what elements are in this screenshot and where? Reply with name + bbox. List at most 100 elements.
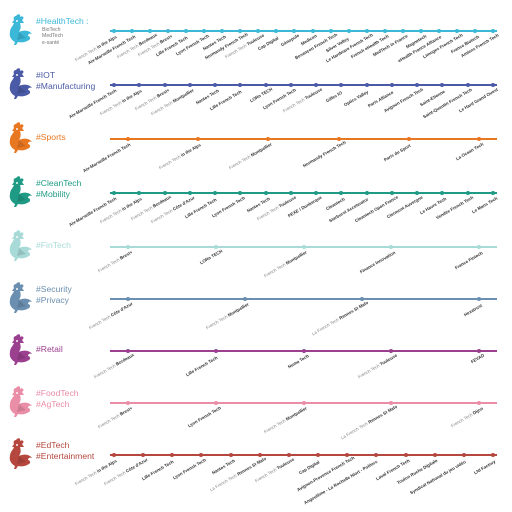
station-label-name: Nantes Tech — [210, 457, 236, 475]
network-station-dot[interactable] — [266, 137, 271, 141]
category-name: #EdTech — [36, 440, 70, 450]
network-station-dot[interactable] — [213, 191, 218, 195]
network-station-dot[interactable] — [130, 29, 135, 33]
network-station-dot[interactable] — [301, 349, 306, 353]
network-station-dot[interactable] — [137, 191, 142, 195]
network-station-dot[interactable] — [126, 349, 130, 353]
network-station-dot[interactable] — [263, 191, 268, 195]
network-station-dot[interactable] — [477, 349, 481, 353]
network-station-dot[interactable] — [454, 29, 459, 33]
network-station-dot[interactable] — [389, 349, 394, 353]
network-station-dot[interactable] — [364, 191, 369, 195]
network-station-dot[interactable] — [406, 137, 411, 141]
network-station-dot[interactable] — [196, 137, 201, 141]
network-station-dot[interactable] — [184, 29, 189, 33]
network-station-dot[interactable] — [364, 83, 369, 87]
network-station-dot[interactable] — [286, 453, 291, 457]
network-station-dot[interactable] — [256, 29, 261, 33]
network-station-dot[interactable] — [202, 29, 207, 33]
category-name: #Security — [36, 284, 72, 294]
network-station-dot[interactable] — [400, 29, 405, 33]
network-station-dot[interactable] — [263, 83, 268, 87]
network-station-dot[interactable] — [389, 245, 394, 249]
network-station-dot[interactable] — [187, 191, 192, 195]
network-station-dot[interactable] — [199, 453, 204, 457]
network-station-dot[interactable] — [162, 191, 167, 195]
network-station-dot[interactable] — [328, 29, 333, 33]
network-station-dot[interactable] — [465, 83, 470, 87]
network-station-dot[interactable] — [403, 453, 408, 457]
network-station-dot[interactable] — [436, 29, 441, 33]
network-station-dot[interactable] — [389, 83, 394, 87]
network-station-dot[interactable] — [301, 401, 306, 405]
network-station-dot[interactable] — [187, 83, 192, 87]
network-station-dot[interactable] — [228, 453, 233, 457]
network-station-dot[interactable] — [292, 29, 297, 33]
network-station-dot[interactable] — [336, 137, 341, 141]
network-station-dot[interactable] — [339, 191, 344, 195]
network-station-dot[interactable] — [477, 245, 481, 249]
network-station-dot[interactable] — [472, 29, 477, 33]
network-station-dot[interactable] — [112, 29, 116, 33]
category-title: #FoodTech #AgTech — [36, 388, 79, 410]
network-station-dot[interactable] — [166, 29, 171, 33]
network-station-dot[interactable] — [461, 453, 466, 457]
network-station-dot[interactable] — [213, 83, 218, 87]
network-station-dot[interactable] — [213, 349, 218, 353]
network-station-dot[interactable] — [213, 401, 218, 405]
network-station-dot[interactable] — [360, 297, 364, 301]
network-station-dot[interactable] — [477, 137, 481, 141]
network-station-dot[interactable] — [477, 401, 481, 405]
network-station-dot[interactable] — [314, 83, 319, 87]
network-station-dot[interactable] — [382, 29, 387, 33]
network-station-dot[interactable] — [364, 29, 369, 33]
network-station-dot[interactable] — [415, 83, 420, 87]
network-station-dot[interactable] — [238, 83, 243, 87]
network-station-dot[interactable] — [491, 83, 495, 87]
network-station-dot[interactable] — [491, 453, 495, 457]
network-station-dot[interactable] — [170, 453, 175, 457]
station-label-name: Le Mans Tech — [471, 195, 499, 214]
network-station-dot[interactable] — [126, 245, 130, 249]
network-station-dot[interactable] — [415, 191, 420, 195]
network-station-label: French Tech Brest+ — [97, 249, 133, 273]
network-station-dot[interactable] — [126, 297, 130, 301]
network-station-dot[interactable] — [137, 83, 142, 87]
network-station-dot[interactable] — [418, 29, 423, 33]
network-station-dot[interactable] — [374, 453, 379, 457]
network-station-dot[interactable] — [440, 191, 445, 195]
network-station-dot[interactable] — [345, 453, 350, 457]
network-station-dot[interactable] — [491, 29, 495, 33]
network-station-dot[interactable] — [213, 245, 218, 249]
network-station-dot[interactable] — [301, 245, 306, 249]
network-station-dot[interactable] — [112, 83, 116, 87]
network-station-dot[interactable] — [238, 191, 243, 195]
network-station-dot[interactable] — [389, 401, 394, 405]
network-station-dot[interactable] — [220, 29, 225, 33]
network-station-dot[interactable] — [432, 453, 437, 457]
network-station-dot[interactable] — [314, 191, 319, 195]
network-station-dot[interactable] — [288, 191, 293, 195]
network-station-dot[interactable] — [440, 83, 445, 87]
station-label-name: in the Alps — [180, 142, 202, 158]
network-station-dot[interactable] — [126, 137, 130, 141]
network-station-dot[interactable] — [112, 453, 116, 457]
network-station-dot[interactable] — [310, 29, 315, 33]
network-station-dot[interactable] — [339, 83, 344, 87]
network-station-dot[interactable] — [316, 453, 321, 457]
network-station-dot[interactable] — [465, 191, 470, 195]
network-station-dot[interactable] — [238, 29, 243, 33]
network-station-dot[interactable] — [288, 83, 293, 87]
network-station-dot[interactable] — [257, 453, 262, 457]
network-station-dot[interactable] — [141, 453, 146, 457]
network-station-dot[interactable] — [274, 29, 279, 33]
network-station-dot[interactable] — [491, 191, 495, 195]
network-station-dot[interactable] — [148, 29, 153, 33]
network-station-dot[interactable] — [126, 401, 130, 405]
network-station-dot[interactable] — [389, 191, 394, 195]
network-station-dot[interactable] — [346, 29, 351, 33]
network-station-dot[interactable] — [112, 191, 116, 195]
network-station-dot[interactable] — [477, 297, 481, 301]
network-station-dot[interactable] — [243, 297, 247, 301]
network-station-dot[interactable] — [162, 83, 167, 87]
